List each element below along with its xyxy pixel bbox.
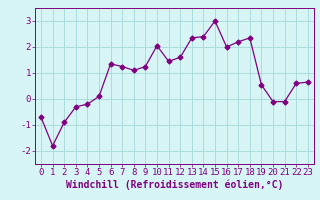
X-axis label: Windchill (Refroidissement éolien,°C): Windchill (Refroidissement éolien,°C) xyxy=(66,180,283,190)
